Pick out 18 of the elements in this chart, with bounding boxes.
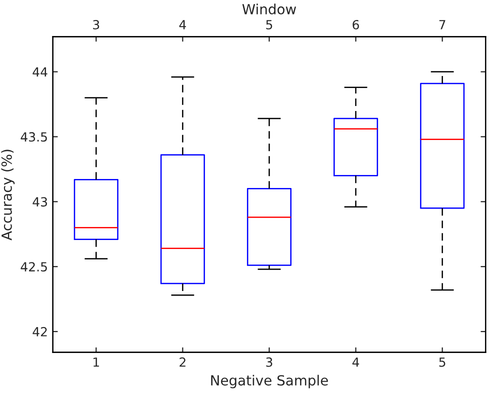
x2-tick-label: 7 [439, 20, 446, 30]
x2-tick-label: 4 [179, 20, 186, 30]
y-tick-label: 43.5 [20, 132, 47, 142]
x-axis-title: Negative Sample [211, 374, 328, 388]
x-tick-label: 4 [352, 358, 360, 367]
y-tick-label: 44 [32, 67, 48, 77]
x2-tick-label: 3 [93, 20, 100, 30]
x-tick-label: 1 [94, 358, 99, 367]
y-tick-label: 42 [32, 327, 47, 336]
y-tick-label: 43 [32, 197, 47, 207]
x2-tick-label: 5 [266, 20, 272, 30]
y-axis-title: Accuracy (%) [1, 150, 15, 240]
x2-axis-title: Window [242, 4, 296, 14]
y-tick-label: 42.5 [20, 262, 47, 272]
x-tick-label: 3 [266, 357, 272, 367]
x2-tick-label: 6 [352, 20, 359, 30]
x-tick-label: 5 [439, 358, 446, 367]
x-tick-label: 2 [180, 357, 186, 367]
